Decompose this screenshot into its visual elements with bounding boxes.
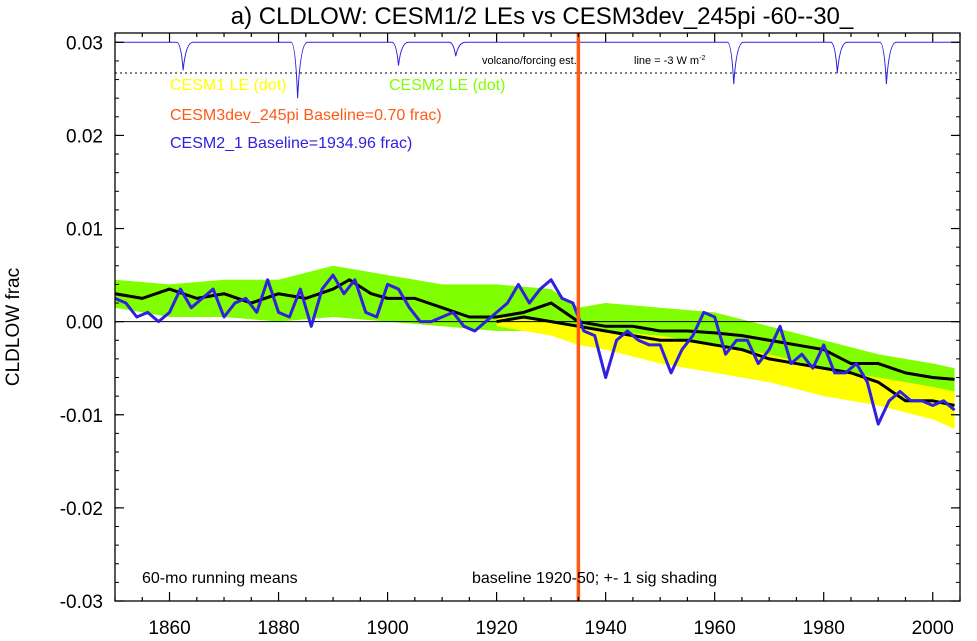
running-mean-note: 60-mo running means bbox=[142, 570, 298, 587]
volcano-label: volcano/forcing est. bbox=[482, 55, 577, 67]
x-tick-label: 1900 bbox=[366, 618, 408, 639]
y-tick-label: -0.01 bbox=[60, 406, 103, 427]
legend-cesm3dev: CESM3dev_245pi Baseline=0.70 frac) bbox=[170, 107, 442, 124]
baseline-note: baseline 1920-50; +- 1 sig shading bbox=[472, 570, 717, 587]
legend: CESM1 LE (dot) CESM2 LE (dot) CESM3dev_2… bbox=[170, 77, 505, 152]
line-note-text: line = -3 W m bbox=[634, 55, 699, 67]
legend-cesm1: CESM1 LE (dot) bbox=[170, 77, 286, 94]
x-axis-ticks: 1860 1880 1900 1920 1940 1960 1980 2000 bbox=[114, 33, 961, 639]
x-tick-label: 2000 bbox=[912, 618, 954, 639]
line-note-superscript: -2 bbox=[699, 55, 705, 62]
y-tick-label: -0.03 bbox=[60, 592, 103, 613]
y-tick-label: 0.03 bbox=[66, 33, 103, 54]
uncertainty-bands bbox=[115, 265, 955, 429]
y-tick-label: -0.02 bbox=[60, 499, 103, 520]
x-tick-label: 1980 bbox=[803, 618, 845, 639]
volcano-forcing-line bbox=[115, 41, 960, 99]
legend-cesm2-1: CESM2_1 Baseline=1934.96 frac) bbox=[170, 135, 412, 152]
plot-area bbox=[114, 33, 960, 601]
x-tick-label: 1860 bbox=[148, 618, 190, 639]
y-tick-label: 0.02 bbox=[66, 126, 103, 147]
line-cesm1-le-mean bbox=[496, 315, 955, 407]
y-axis-ticks: 0.03 0.02 0.01 0.00 -0.01 -0.02 -0.03 bbox=[60, 33, 960, 613]
volcano-forcing bbox=[115, 41, 960, 99]
y-axis-label: CLDLOW frac bbox=[3, 268, 24, 386]
legend-cesm2: CESM2 LE (dot) bbox=[389, 77, 505, 94]
x-tick-label: 1920 bbox=[475, 618, 517, 639]
y-tick-label: 0.00 bbox=[66, 313, 103, 334]
x-tick-label: 1880 bbox=[257, 618, 299, 639]
line-note: line = -3 W m-2 bbox=[634, 55, 705, 67]
band-cesm1-le-dot bbox=[496, 317, 955, 429]
plot-frame bbox=[114, 32, 961, 602]
series-lines bbox=[114, 273, 956, 426]
chart-title: a) CLDLOW: CESM1/2 LEs vs CESM3dev_245pi… bbox=[231, 3, 854, 30]
line-cesm2-1-baseline-1934-96-frac bbox=[114, 273, 956, 426]
x-tick-label: 1940 bbox=[585, 618, 627, 639]
x-tick-label: 1960 bbox=[694, 618, 736, 639]
y-tick-label: 0.01 bbox=[66, 220, 103, 241]
